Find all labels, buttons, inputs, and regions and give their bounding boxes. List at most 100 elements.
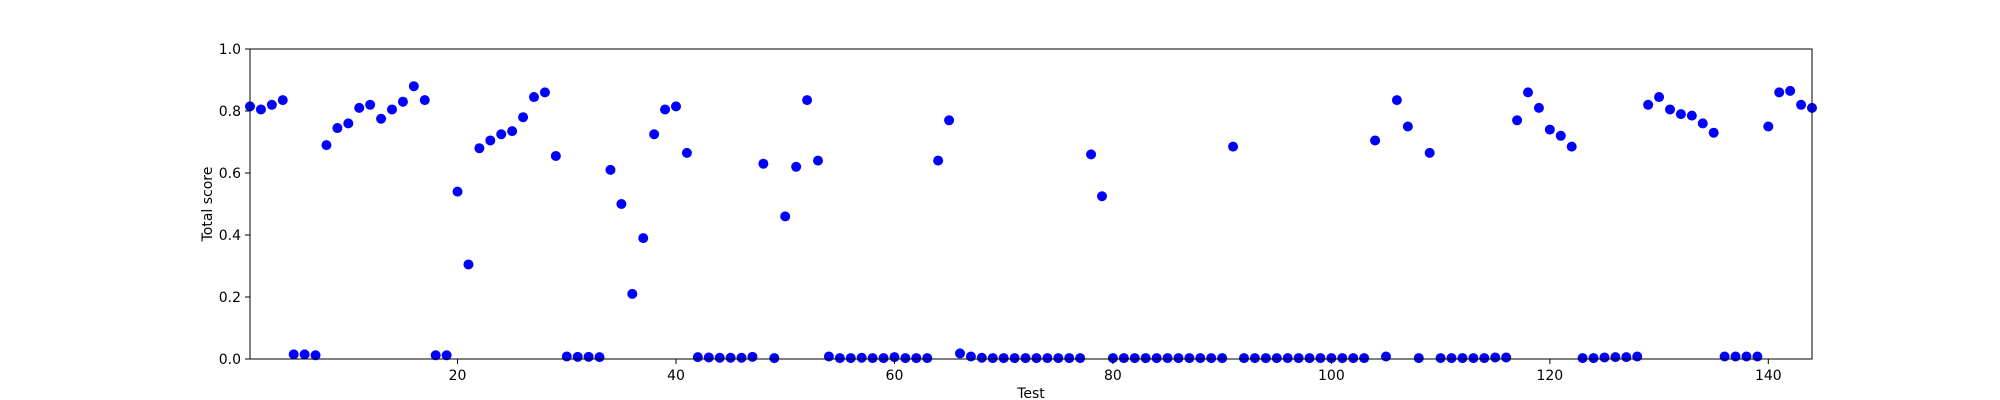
data-point	[1686, 110, 1697, 121]
data-point	[692, 352, 703, 363]
data-point	[321, 140, 332, 151]
data-point	[1457, 353, 1468, 364]
data-point	[310, 350, 321, 361]
data-point	[1097, 191, 1107, 202]
data-point	[1140, 353, 1151, 364]
data-point	[1479, 353, 1490, 364]
data-point	[1151, 353, 1162, 364]
y-tick-label: 0.2	[219, 290, 241, 306]
data-point	[365, 99, 376, 110]
data-point	[441, 350, 452, 361]
data-point	[266, 99, 277, 110]
data-point	[1741, 351, 1752, 362]
data-point	[944, 115, 955, 126]
data-point	[1173, 353, 1184, 364]
data-point	[288, 349, 299, 360]
x-axis-ticks: 20 40 60 80 100 120 140	[449, 359, 1782, 384]
data-point	[1075, 353, 1086, 364]
data-point	[485, 135, 496, 146]
data-point	[1665, 104, 1675, 115]
data-point	[747, 351, 758, 362]
x-axis-label: Test	[1016, 386, 1045, 400]
data-point	[1086, 149, 1097, 160]
data-point	[1304, 353, 1315, 364]
data-point	[616, 199, 627, 209]
data-point	[1217, 353, 1228, 364]
data-point	[1282, 353, 1293, 364]
data-point	[1577, 353, 1588, 364]
data-point	[1643, 99, 1654, 110]
data-point	[911, 353, 922, 364]
data-point	[1796, 99, 1807, 110]
data-point	[1228, 141, 1239, 152]
data-point	[255, 104, 266, 115]
data-point	[1184, 353, 1195, 364]
data-point	[900, 353, 911, 364]
data-point	[1249, 353, 1260, 364]
x-tick-label: 100	[1318, 368, 1345, 384]
data-point	[1326, 353, 1337, 364]
data-point	[518, 112, 529, 123]
x-tick-label: 120	[1536, 368, 1563, 384]
data-point	[539, 87, 550, 98]
data-point	[1512, 115, 1523, 126]
data-point	[1697, 118, 1708, 129]
data-point	[1391, 95, 1402, 106]
data-point	[780, 211, 791, 222]
y-tick-label: 0.0	[219, 352, 241, 368]
data-point	[354, 102, 365, 113]
data-point	[965, 351, 976, 362]
data-point	[430, 350, 441, 361]
data-point	[1402, 121, 1413, 132]
data-point	[867, 353, 878, 364]
data-point	[1719, 351, 1730, 362]
data-point	[649, 129, 660, 140]
data-point	[1675, 109, 1686, 120]
data-point	[1588, 353, 1599, 364]
data-points	[245, 81, 1817, 364]
data-point	[1413, 353, 1424, 364]
data-point	[1239, 353, 1249, 364]
data-point	[387, 104, 397, 115]
y-tick-label: 1.0	[219, 42, 241, 58]
data-point	[660, 104, 671, 115]
data-point	[1381, 351, 1391, 362]
data-point	[671, 101, 681, 112]
data-point	[550, 150, 561, 161]
y-axis-label: Total score	[200, 167, 216, 243]
data-point	[408, 81, 419, 92]
data-point	[1129, 353, 1140, 364]
data-point	[1337, 353, 1348, 364]
x-tick-label: 80	[1104, 368, 1122, 384]
data-point	[1763, 121, 1774, 132]
data-point	[1031, 353, 1042, 364]
data-point	[922, 353, 933, 364]
y-tick-label: 0.6	[219, 166, 241, 182]
data-point	[1610, 352, 1621, 363]
data-point	[714, 352, 725, 363]
data-point	[1042, 353, 1053, 364]
data-point	[1555, 130, 1566, 141]
data-point	[1785, 85, 1796, 96]
data-point	[769, 353, 780, 364]
data-point	[1020, 353, 1031, 364]
data-point	[419, 95, 430, 106]
data-point	[1774, 87, 1785, 98]
data-point	[1621, 352, 1632, 363]
data-point	[955, 348, 965, 359]
data-point	[823, 351, 834, 362]
data-point	[1206, 353, 1217, 364]
y-axis-ticks: 0.0 0.2 0.4 0.6 0.8 1.0	[219, 42, 250, 368]
data-point	[627, 288, 638, 299]
x-tick-label: 20	[449, 368, 467, 384]
data-point	[572, 351, 583, 362]
data-point	[998, 353, 1009, 364]
data-point	[376, 113, 387, 124]
y-tick-label: 0.4	[219, 228, 241, 244]
data-point	[561, 351, 572, 362]
data-point	[1064, 353, 1075, 364]
data-point	[834, 353, 845, 364]
data-point	[1708, 127, 1719, 138]
data-point	[1009, 353, 1020, 364]
